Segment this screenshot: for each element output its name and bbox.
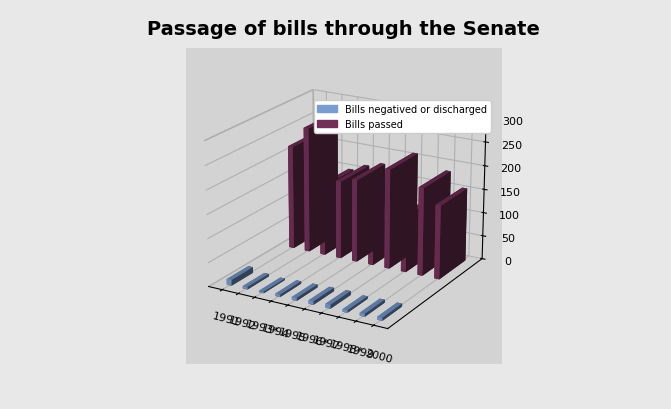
Legend: Bills negatived or discharged, Bills passed: Bills negatived or discharged, Bills pas… xyxy=(313,101,491,134)
Title: Passage of bills through the Senate: Passage of bills through the Senate xyxy=(148,20,540,39)
